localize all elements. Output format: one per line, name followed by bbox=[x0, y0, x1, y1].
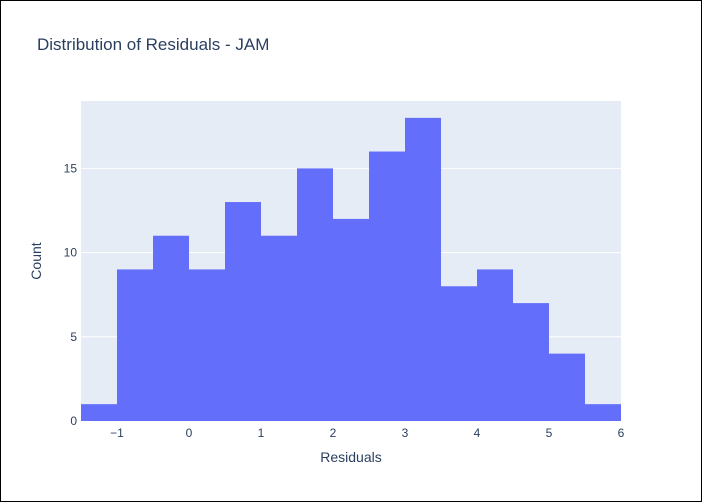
histogram-bar bbox=[225, 202, 261, 421]
x-tick-label: 2 bbox=[330, 426, 337, 440]
x-tick-label: 0 bbox=[186, 426, 193, 440]
histogram-bar bbox=[189, 269, 225, 421]
histogram-bar bbox=[369, 151, 405, 422]
histogram-bar bbox=[549, 353, 585, 421]
histogram-bar bbox=[405, 117, 441, 421]
histogram-bar bbox=[513, 303, 549, 421]
x-axis-title: Residuals bbox=[320, 449, 381, 465]
x-tick-label: −1 bbox=[110, 426, 124, 440]
y-tick-label: 15 bbox=[64, 161, 78, 175]
y-axis-ticks: 0 5 10 15 bbox=[64, 161, 78, 428]
x-tick-label: 3 bbox=[402, 426, 409, 440]
x-tick-label: 1 bbox=[258, 426, 265, 440]
histogram-bar bbox=[153, 235, 189, 421]
y-axis-title: Count bbox=[28, 242, 44, 279]
histogram-bar bbox=[117, 269, 153, 421]
x-axis-ticks: −1 0 1 2 3 4 5 6 bbox=[110, 426, 625, 440]
x-tick-label: 4 bbox=[474, 426, 481, 440]
histogram-bar bbox=[297, 168, 333, 421]
histogram-bar bbox=[585, 404, 621, 421]
y-tick-label: 0 bbox=[70, 414, 77, 428]
histogram-bar bbox=[261, 235, 297, 421]
histogram-bars bbox=[81, 117, 621, 422]
x-tick-label: 6 bbox=[618, 426, 625, 440]
y-tick-label: 5 bbox=[70, 330, 77, 344]
histogram-bar bbox=[333, 218, 369, 421]
histogram-bar bbox=[81, 404, 117, 421]
histogram-bar bbox=[477, 269, 513, 421]
chart-title: Distribution of Residuals - JAM bbox=[37, 35, 270, 54]
histogram-bar bbox=[441, 286, 477, 421]
x-tick-label: 5 bbox=[546, 426, 553, 440]
y-tick-label: 10 bbox=[64, 246, 78, 260]
